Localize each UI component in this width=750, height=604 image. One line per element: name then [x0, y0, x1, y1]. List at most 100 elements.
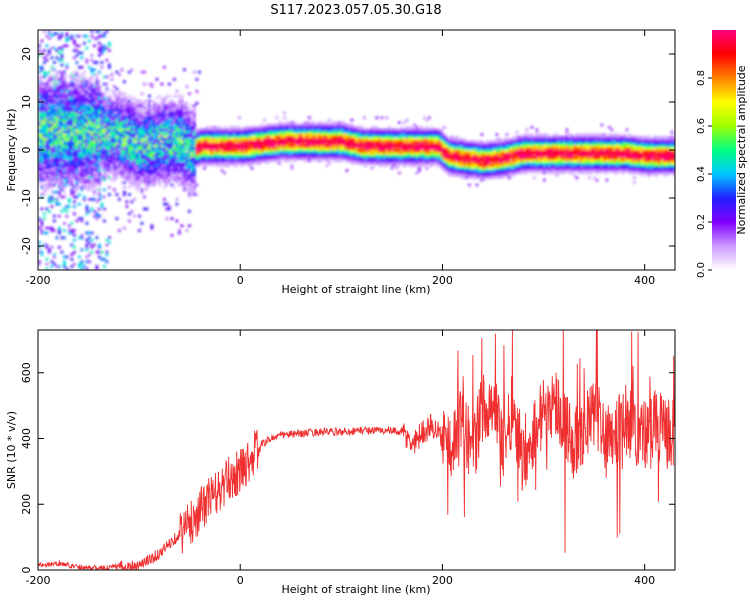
heatmap-cell	[88, 94, 91, 98]
heatmap-cell	[385, 162, 389, 165]
heatmap-cell	[285, 133, 289, 136]
heatmap-cell	[58, 82, 61, 86]
heatmap-cell	[418, 130, 421, 134]
heatmap-cell	[95, 106, 99, 110]
heatmap-cell	[308, 138, 311, 141]
heatmap-cell	[100, 94, 104, 98]
heatmap-cell	[280, 138, 284, 141]
heatmap-cell	[405, 140, 409, 144]
heatmap-cell	[43, 85, 46, 88]
heatmap-cell	[183, 68, 186, 72]
heatmap-cell	[408, 164, 411, 168]
heatmap-cell	[480, 142, 484, 146]
heatmap-cell	[485, 150, 489, 153]
heatmap-cell	[390, 133, 394, 136]
heatmap-cell	[345, 135, 349, 139]
heatmap-cell	[395, 147, 399, 151]
heatmap-cell	[108, 193, 111, 196]
heatmap-cell	[38, 130, 41, 134]
heatmap-cell	[53, 157, 56, 160]
heatmap-cell	[255, 140, 259, 144]
heatmap-cell	[98, 54, 101, 57]
heatmap-cell	[300, 138, 304, 141]
heatmap-cell	[68, 94, 71, 98]
heatmap-cell	[360, 126, 364, 129]
heatmap-cell	[243, 126, 246, 129]
heatmap-cell	[43, 174, 46, 177]
heatmap-cell	[50, 114, 54, 117]
heatmap-cell	[378, 142, 381, 146]
heatmap-cell	[113, 162, 116, 165]
heatmap-cell	[90, 87, 94, 91]
heatmap-cell	[455, 164, 459, 168]
heatmap-cell	[165, 162, 169, 165]
heatmap-cell	[148, 145, 151, 148]
heatmap-cell	[318, 140, 321, 144]
heatmap-cell	[503, 171, 506, 175]
heatmap-cell	[130, 178, 134, 182]
heatmap-cell	[63, 118, 66, 122]
heatmap-cell	[238, 162, 241, 165]
heatmap-cell	[485, 171, 489, 175]
heatmap-cell	[78, 90, 81, 93]
heatmap-cell	[340, 130, 344, 134]
heatmap-cell	[170, 162, 174, 165]
heatmap-cell	[48, 92, 51, 96]
heatmap-cell	[420, 126, 424, 129]
heatmap-cell	[83, 106, 86, 110]
heatmap-cell	[193, 152, 196, 156]
heatmap-cell	[108, 102, 111, 105]
heatmap-cell	[425, 138, 429, 141]
heatmap-cell	[278, 142, 281, 146]
heatmap-cell	[170, 157, 174, 160]
heatmap-cell	[413, 138, 416, 141]
heatmap-cell	[430, 159, 434, 163]
heatmap-cell	[490, 164, 494, 168]
heatmap-cell	[98, 150, 101, 153]
heatmap-cell	[83, 181, 86, 184]
heatmap-cell	[158, 169, 161, 172]
heatmap-cell	[125, 106, 129, 110]
heatmap-cell	[465, 164, 469, 168]
heatmap-cell	[135, 140, 139, 144]
heatmap-cell	[463, 166, 466, 170]
heatmap-cell	[323, 140, 326, 144]
heatmap-cell	[233, 140, 236, 144]
heatmap-cell	[320, 152, 324, 156]
heatmap-cell	[118, 73, 121, 76]
heatmap-cell	[280, 135, 284, 139]
heatmap-cell	[183, 118, 186, 122]
heatmap-cell	[80, 262, 84, 266]
heatmap-cell	[163, 202, 166, 206]
heatmap-cell	[125, 145, 129, 148]
heatmap-cell	[460, 159, 464, 163]
heatmap-cell	[490, 162, 494, 165]
heatmap-cell	[490, 159, 494, 163]
heatmap-cell	[50, 85, 54, 88]
heatmap-cell	[68, 147, 71, 151]
heatmap-cell	[68, 99, 71, 103]
heatmap-cell	[90, 140, 94, 144]
heatmap-cell	[120, 109, 124, 112]
heatmap-cell	[398, 159, 401, 163]
heatmap-cell	[113, 90, 116, 93]
heatmap-cell	[408, 142, 411, 146]
heatmap-cell	[268, 150, 271, 153]
heatmap-cell	[365, 157, 369, 160]
heatmap-cell	[190, 145, 194, 148]
heatmap-cell	[295, 123, 299, 127]
heatmap-cell	[55, 82, 59, 86]
heatmap-cell	[205, 145, 209, 148]
heatmap-cell	[78, 202, 81, 206]
heatmap-cell	[128, 140, 131, 144]
heatmap-cell	[180, 130, 184, 134]
heatmap-cell	[193, 106, 196, 110]
heatmap-cell	[470, 174, 474, 177]
heatmap-cell	[228, 135, 231, 139]
heatmap-cell	[293, 123, 296, 127]
heatmap-cell	[175, 111, 179, 115]
heatmap-cell	[65, 150, 69, 153]
heatmap-cell	[440, 147, 444, 151]
heatmap-cell	[115, 159, 119, 163]
heatmap-cell	[393, 150, 396, 153]
